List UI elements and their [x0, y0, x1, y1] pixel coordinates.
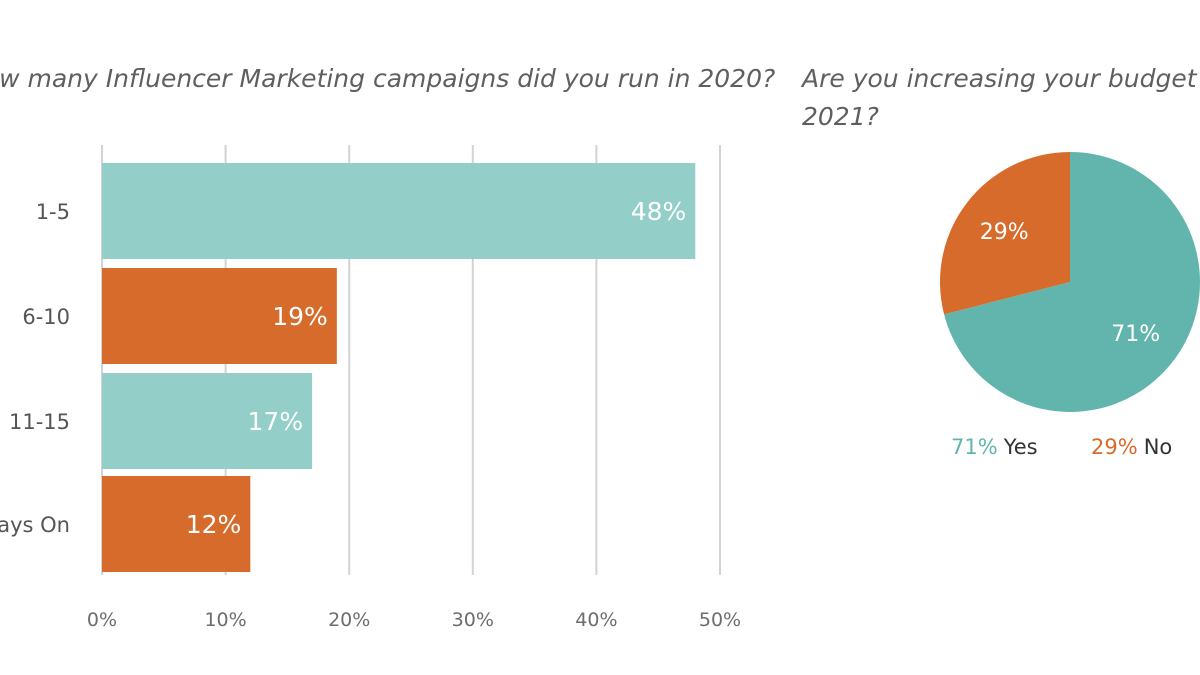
x-tick-label: 40% — [575, 609, 617, 631]
pie-chart-title-line-2: 2021? — [802, 102, 879, 131]
legend-yes-label: Yes — [1003, 435, 1038, 459]
category-label: 6-10 — [22, 305, 70, 329]
category-label: 1-5 — [36, 200, 70, 224]
bar-value-label: 19% — [272, 302, 328, 331]
x-tick-label: 10% — [204, 609, 246, 631]
pie-chart-title: Are you increasing your budget for 2021? — [802, 60, 1200, 136]
x-tick-label: 30% — [452, 609, 494, 631]
legend-yes-percent: 71% — [951, 435, 998, 459]
pie-chart-title-line-1: Are you increasing your budget for — [802, 64, 1200, 93]
bar-value-label: 12% — [186, 510, 242, 539]
pie-slice — [939, 152, 1070, 315]
bar — [102, 268, 337, 364]
x-tick-label: 50% — [699, 609, 741, 631]
pie-slice — [944, 152, 1200, 413]
x-tick-label: 20% — [328, 609, 370, 631]
category-label: Always On — [0, 513, 70, 537]
legend-no-label: No — [1143, 435, 1173, 459]
legend-item-yes: 71% Yes — [951, 435, 1038, 459]
pie-slice-label: 29% — [980, 220, 1029, 245]
bar — [102, 373, 313, 469]
bar-value-label: 48% — [631, 197, 687, 226]
bar — [102, 163, 696, 259]
bar-value-label: 17% — [248, 407, 304, 436]
legend-item-no: 29% No — [1091, 435, 1172, 459]
bar — [102, 476, 251, 572]
bar-chart-title: How many Influencer Marketing campaigns … — [0, 64, 776, 93]
category-label: 11-15 — [9, 410, 70, 434]
pie-slice-label: 71% — [1111, 322, 1160, 347]
x-tick-label: 0% — [87, 609, 117, 631]
legend-no-percent: 29% — [1091, 435, 1138, 459]
